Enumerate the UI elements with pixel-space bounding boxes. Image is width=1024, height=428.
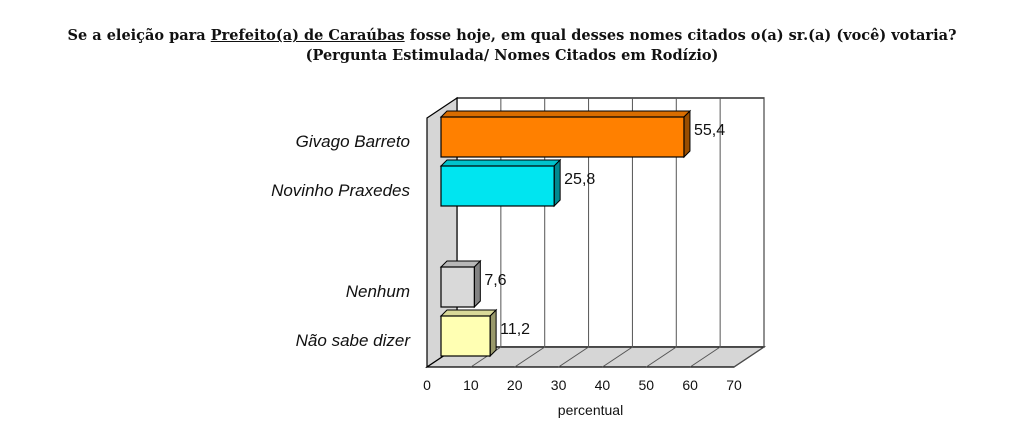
bar <box>440 165 555 207</box>
floor-gridline <box>733 346 765 368</box>
x-tick-label: 0 <box>423 377 431 393</box>
data-label: 25,8 <box>564 171 595 188</box>
bar <box>440 266 475 308</box>
title-underlined: Prefeito(a) de Caraúbas <box>210 27 405 44</box>
data-label: 7,6 <box>484 272 506 289</box>
bar <box>440 116 685 158</box>
floor-gridline <box>602 346 633 368</box>
category-label: Novinho Praxedes <box>271 181 410 200</box>
category-label: Nenhum <box>346 282 410 301</box>
floor-gridline <box>558 346 589 368</box>
bar-side <box>553 158 561 208</box>
data-label: 11,2 <box>500 321 530 338</box>
bar-top <box>439 309 498 317</box>
bar-side <box>683 109 691 159</box>
x-tick-label: 20 <box>507 377 523 393</box>
data-label: 55,4 <box>694 122 725 139</box>
bar-side <box>473 259 481 309</box>
floor-gridline <box>514 346 545 368</box>
floor-gridline <box>689 346 721 368</box>
x-tick-label: 40 <box>595 377 611 393</box>
x-axis-label: percentual <box>558 402 623 418</box>
x-tick-label: 30 <box>551 377 567 393</box>
x-tick-label: 50 <box>638 377 654 393</box>
floor-gridline <box>646 346 677 368</box>
bar-side <box>489 308 497 358</box>
x-tick-label: 10 <box>463 377 479 393</box>
category-label: Não sabe dizer <box>296 331 412 350</box>
bar-top <box>439 110 692 118</box>
chart-title-line: Se a eleição para Prefeito(a) de Caraúba… <box>0 26 1024 46</box>
chart-title: Se a eleição para Prefeito(a) de Caraúba… <box>0 26 1024 66</box>
bar-top <box>439 159 562 167</box>
bar <box>440 315 491 357</box>
title-suffix: fosse hoje, em qual desses nomes citados… <box>404 27 957 44</box>
x-tick-label: 70 <box>726 377 742 393</box>
bar-top <box>439 260 482 268</box>
chart-subtitle: (Pergunta Estimulada/ Nomes Citados em R… <box>305 47 719 64</box>
x-tick-label: 60 <box>682 377 698 393</box>
title-prefix: Se a eleição para <box>67 27 211 44</box>
category-label: Givago Barreto <box>296 132 410 151</box>
